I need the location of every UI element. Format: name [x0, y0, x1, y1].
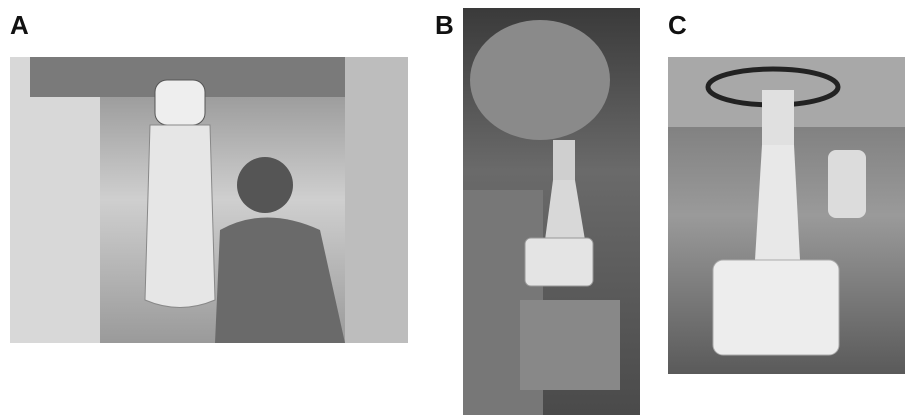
figure: A B C	[0, 0, 907, 417]
photo-c	[668, 57, 905, 374]
panel-label: C	[668, 10, 687, 40]
photo-a	[10, 57, 408, 343]
panel-label: B	[435, 10, 454, 40]
photo-b	[463, 8, 640, 415]
panel-label: A	[10, 10, 29, 40]
